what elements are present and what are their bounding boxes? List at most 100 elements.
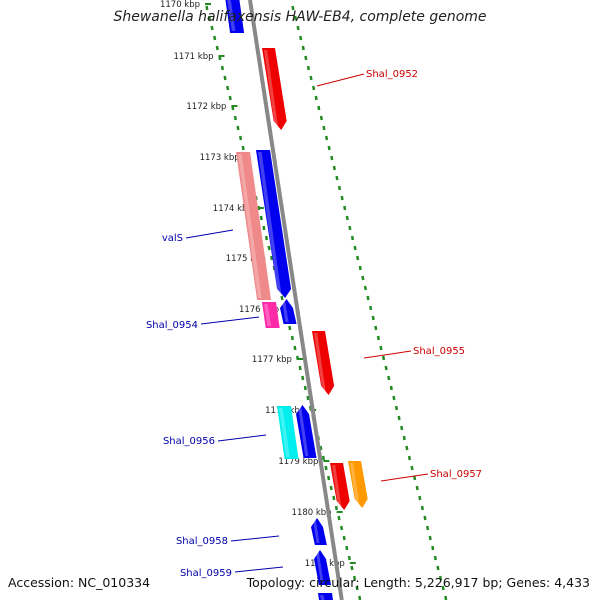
right-tick-dot — [306, 65, 311, 71]
gene-arrow[interactable] — [318, 593, 334, 600]
gene-highlight — [279, 408, 290, 457]
gene-highlight — [282, 301, 289, 322]
gene-Shal_0952[interactable] — [262, 48, 287, 130]
right-tick-dot — [296, 25, 300, 31]
left-tick-dot — [210, 25, 214, 31]
right-tick-dot — [400, 425, 404, 431]
map-title: Shewanella halifaxensis HAW-EB4, complet… — [113, 9, 487, 25]
left-tick-dot — [241, 145, 245, 151]
right-tick-dot — [319, 115, 323, 121]
gene-label-leader — [200, 316, 260, 325]
gene-g-0956b[interactable] — [296, 405, 317, 458]
left-tick-dot — [226, 85, 230, 91]
tick-label: 1179 kbp — [278, 457, 318, 467]
gene-g-bottom[interactable] — [318, 593, 334, 600]
right-tick-dot — [410, 465, 414, 471]
right-tick-dot — [322, 125, 326, 131]
gene-Shal_0955[interactable] — [312, 331, 335, 395]
right-tick-dot — [379, 345, 383, 351]
right-tick-dot — [363, 285, 368, 291]
gene-arrow[interactable] — [262, 302, 280, 328]
gene-highlight — [264, 304, 272, 326]
gene-highlight — [320, 595, 325, 600]
gene-label-Shal_0959[interactable]: Shal_0959 — [180, 568, 232, 579]
gene-label-Shal_0957[interactable]: Shal_0957 — [430, 469, 482, 480]
gene-label-Shal_0952[interactable]: Shal_0952 — [366, 69, 418, 80]
gene-highlight — [258, 152, 282, 296]
left-tick-dot — [238, 135, 243, 141]
gene-Shal_0958[interactable] — [311, 518, 327, 545]
right-tick-dot — [343, 205, 347, 211]
left-tick-dot — [340, 525, 344, 531]
tick-label: 1175 kbp — [226, 254, 266, 264]
right-tick-dot — [426, 525, 430, 531]
gene-label-leader — [185, 229, 234, 239]
right-tick-dot — [327, 145, 331, 151]
gene-arrow[interactable] — [296, 405, 317, 458]
gene-arrow[interactable] — [280, 299, 297, 324]
right-tick-dot — [337, 185, 342, 191]
gene-g-top[interactable] — [224, 0, 245, 33]
right-tick-dot — [312, 85, 316, 91]
right-tick-dot — [394, 405, 399, 411]
left-tick-dot — [213, 35, 217, 41]
gene-Shal_0954[interactable] — [262, 302, 280, 328]
right-tick-dot — [402, 435, 406, 441]
left-tick-dot — [347, 555, 351, 561]
left-tick-dot — [259, 215, 263, 221]
right-tick-dot — [317, 105, 321, 111]
right-tick-dot — [335, 175, 339, 181]
right-tick-dot — [392, 395, 396, 401]
right-tick-dot — [361, 275, 365, 281]
gene-Shal_0957[interactable] — [348, 461, 368, 508]
gene-arrow[interactable] — [256, 150, 292, 298]
right-tick-dot — [438, 575, 443, 581]
gene-arrow[interactable] — [236, 152, 272, 300]
tick-label: 1171 kbp — [173, 52, 213, 62]
right-tick-dot — [418, 495, 422, 501]
gene-arrow[interactable] — [312, 331, 335, 395]
right-tick-dot — [420, 505, 424, 511]
gene-valS[interactable] — [256, 150, 292, 298]
right-tick-dot — [413, 475, 417, 481]
gene-label-Shal_0955[interactable]: Shal_0955 — [413, 346, 465, 357]
right-tick-dot — [304, 55, 308, 61]
gene-Shal_0959[interactable] — [314, 550, 331, 585]
gene-arrow[interactable] — [262, 48, 287, 130]
gene-highlight — [238, 154, 262, 298]
right-tick-dot — [324, 135, 329, 141]
gene-label-leader — [217, 434, 267, 442]
left-tick-dot — [334, 505, 338, 511]
left-tick-dot — [233, 115, 237, 121]
gene-valS-rna[interactable] — [236, 152, 272, 300]
right-tick-dot — [431, 545, 435, 551]
gene-label-Shal_0954[interactable]: Shal_0954 — [146, 320, 198, 331]
right-tick-dot — [374, 325, 378, 331]
gene-arrow[interactable] — [330, 463, 350, 510]
gene-label-valS-rna[interactable]: valS — [162, 233, 183, 244]
gene-arrow[interactable] — [224, 0, 245, 33]
gene-highlight — [332, 465, 342, 508]
left-tick-dot — [290, 335, 294, 341]
gene-arrow[interactable] — [348, 461, 368, 508]
right-tick-dot — [433, 555, 437, 561]
gene-arrow[interactable] — [277, 406, 299, 459]
right-tick-dot — [314, 95, 318, 101]
right-tick-dot — [397, 415, 401, 421]
gene-label-Shal_0956[interactable]: Shal_0956 — [163, 436, 215, 447]
left-tick-dot — [207, 15, 212, 21]
gene-label-Shal_0958[interactable]: Shal_0958 — [176, 536, 228, 547]
gene-g-small[interactable] — [280, 299, 297, 324]
gene-Shal_0956[interactable] — [277, 406, 299, 459]
left-tick-dot — [337, 515, 341, 521]
right-tick-dot — [384, 365, 388, 371]
gene-Shal_0957a[interactable] — [330, 463, 350, 510]
gene-arrow[interactable] — [311, 518, 327, 545]
left-tick-dot — [350, 565, 354, 571]
left-tick-dot — [215, 45, 219, 51]
gene-arrow[interactable] — [314, 550, 331, 585]
left-tick-dot — [324, 465, 328, 471]
right-tick-dot — [340, 195, 344, 201]
right-tick-dot — [381, 355, 386, 361]
tick-label: 1174 kbp — [213, 204, 253, 214]
